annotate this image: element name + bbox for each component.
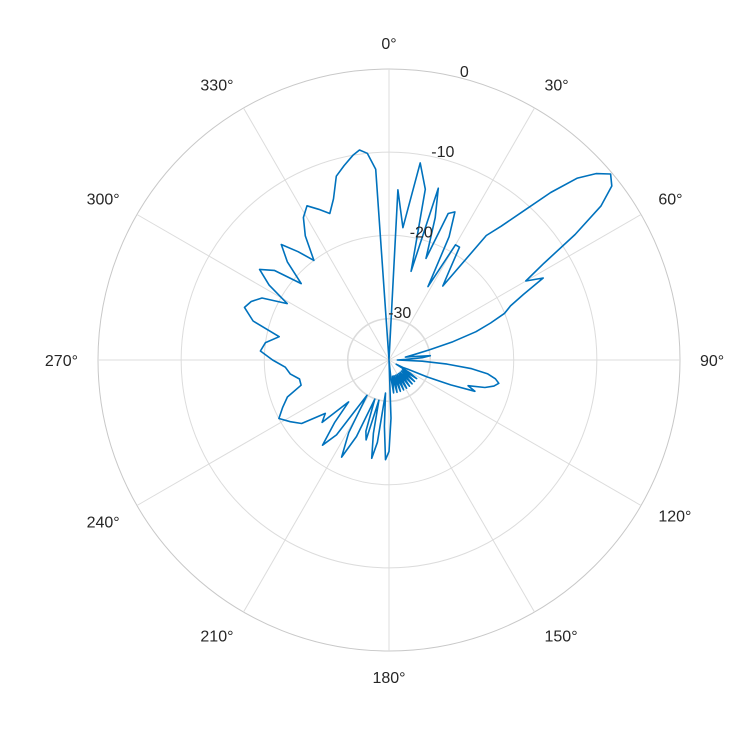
angle-tick-label: 270° (45, 353, 78, 370)
angle-tick-label: 0° (381, 36, 396, 53)
angle-tick-label: 90° (700, 353, 724, 370)
angle-tick-label: 120° (658, 509, 691, 526)
series-layer (243, 149, 613, 461)
angle-tick-label: 300° (87, 192, 120, 209)
angle-tick-label: 150° (545, 628, 578, 645)
radial-tick-label: -30 (388, 305, 411, 322)
angle-tick-label: 240° (87, 515, 120, 532)
spoke-330 (243, 107, 390, 361)
angle-tick-label: 180° (372, 670, 405, 687)
spoke-210 (243, 359, 390, 613)
spoke-120 (388, 359, 642, 506)
tick-labels: 0° 30° 60° 90° 120° 150° 180° 210° 240° 270° 300° 3… (45, 36, 724, 687)
angle-tick-label: 330° (200, 78, 233, 95)
spoke-150 (388, 359, 535, 613)
polar-grid (97, 68, 681, 652)
spoke-30 (388, 107, 535, 361)
series-line (243, 149, 613, 461)
angle-tick-label: 30° (545, 78, 569, 95)
spoke-60 (388, 214, 642, 361)
spoke-240 (136, 359, 390, 506)
radial-tick-label: 0 (460, 64, 469, 81)
radial-tick-label: -20 (410, 225, 433, 242)
angle-tick-label: 60° (658, 192, 682, 209)
radial-tick-label: -10 (431, 144, 454, 161)
angle-tick-label: 210° (200, 628, 233, 645)
spoke-300 (136, 214, 390, 361)
